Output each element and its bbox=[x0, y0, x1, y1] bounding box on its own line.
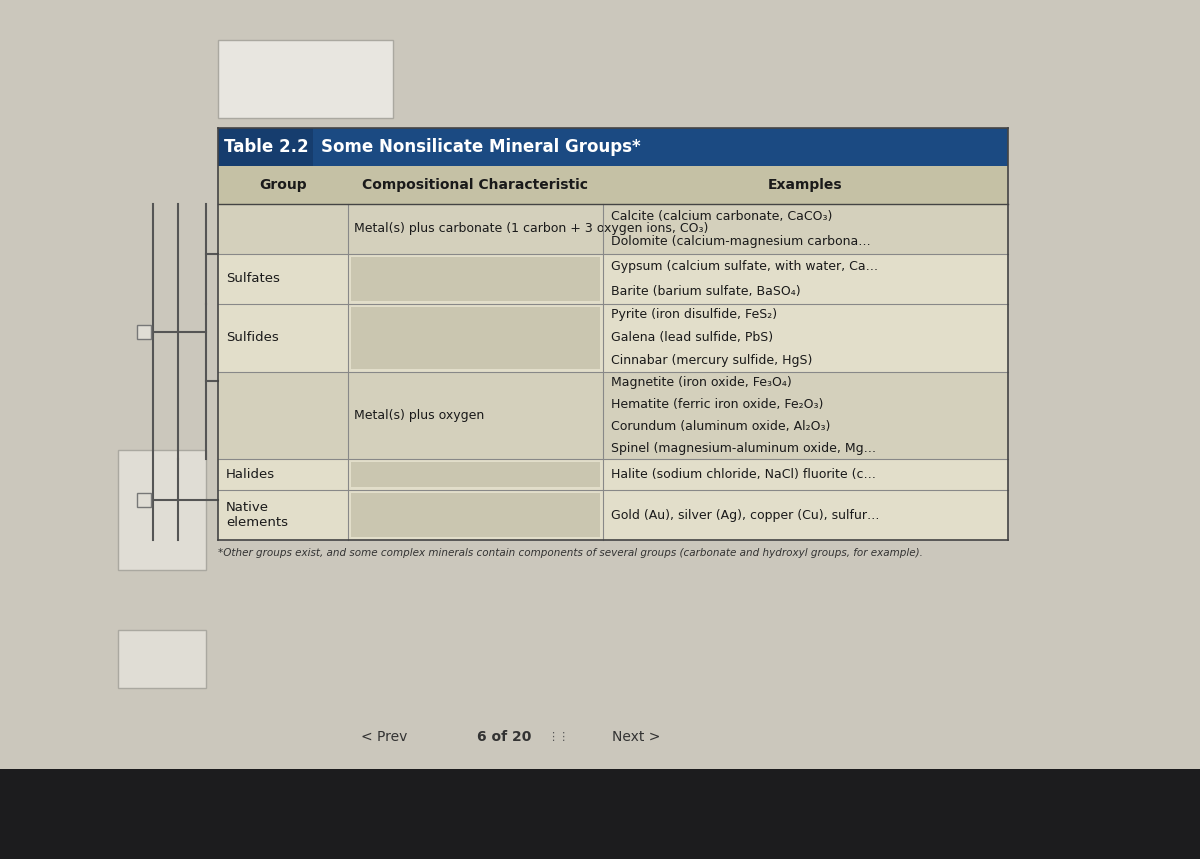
Bar bbox=[118, 630, 206, 688]
Text: ⋮⋮: ⋮⋮ bbox=[547, 732, 569, 742]
Bar bbox=[118, 450, 206, 570]
Text: < Prev: < Prev bbox=[361, 730, 407, 744]
Text: 6 of 20: 6 of 20 bbox=[476, 730, 532, 744]
Text: Metal(s) plus carbonate (1 carbon + 3 oxygen ions, CO₃): Metal(s) plus carbonate (1 carbon + 3 ox… bbox=[354, 222, 708, 235]
Text: Metal(s) plus oxygen: Metal(s) plus oxygen bbox=[354, 409, 485, 422]
Bar bbox=[352, 257, 600, 301]
Text: Magnetite (iron oxide, Fe₃O₄): Magnetite (iron oxide, Fe₃O₄) bbox=[611, 376, 792, 389]
Text: Halite (sodium chloride, NaCl) fluorite (c…: Halite (sodium chloride, NaCl) fluorite … bbox=[611, 468, 876, 481]
Text: Hematite (ferric iron oxide, Fe₂O₃): Hematite (ferric iron oxide, Fe₂O₃) bbox=[611, 399, 823, 411]
Bar bbox=[352, 462, 600, 487]
Text: Barite (barium sulfate, BaSO₄): Barite (barium sulfate, BaSO₄) bbox=[611, 284, 800, 297]
Bar bbox=[218, 253, 1008, 303]
Bar bbox=[0, 0, 1200, 769]
Text: Gold (Au), silver (Ag), copper (Cu), sulfur…: Gold (Au), silver (Ag), copper (Cu), sul… bbox=[611, 509, 880, 521]
Bar bbox=[137, 492, 151, 507]
Bar bbox=[137, 325, 151, 338]
Bar bbox=[218, 204, 1008, 253]
Text: Table 2.2: Table 2.2 bbox=[224, 138, 308, 156]
Bar bbox=[352, 307, 600, 369]
Bar bbox=[0, 769, 1200, 859]
Text: Group: Group bbox=[259, 178, 307, 192]
Text: Cinnabar (mercury sulfide, HgS): Cinnabar (mercury sulfide, HgS) bbox=[611, 354, 812, 367]
Text: Gypsum (calcium sulfate, with water, Ca…: Gypsum (calcium sulfate, with water, Ca… bbox=[611, 259, 878, 272]
Bar bbox=[218, 128, 313, 166]
Bar bbox=[218, 166, 1008, 204]
Text: Calcite (calcium carbonate, CaCO₃): Calcite (calcium carbonate, CaCO₃) bbox=[611, 210, 833, 223]
Text: Pyrite (iron disulfide, FeS₂): Pyrite (iron disulfide, FeS₂) bbox=[611, 308, 778, 321]
Text: Examples: Examples bbox=[768, 178, 842, 192]
Text: Next >: Next > bbox=[612, 730, 660, 744]
Bar bbox=[218, 372, 1008, 459]
Bar bbox=[218, 40, 394, 118]
Bar bbox=[218, 459, 1008, 490]
Text: Compositional Characteristic: Compositional Characteristic bbox=[362, 178, 588, 192]
Text: Some Nonsilicate Mineral Groups*: Some Nonsilicate Mineral Groups* bbox=[322, 138, 641, 156]
Bar bbox=[218, 128, 1008, 166]
Text: *Other groups exist, and some complex minerals contain components of several gro: *Other groups exist, and some complex mi… bbox=[218, 548, 923, 558]
Text: Galena (lead sulfide, PbS): Galena (lead sulfide, PbS) bbox=[611, 332, 773, 344]
Text: Halides: Halides bbox=[226, 468, 275, 481]
Text: Sulfides: Sulfides bbox=[226, 332, 278, 344]
Text: Native
elements: Native elements bbox=[226, 501, 288, 529]
Text: Dolomite (calcium-magnesium carbona…: Dolomite (calcium-magnesium carbona… bbox=[611, 235, 871, 248]
Bar bbox=[352, 493, 600, 537]
Text: Sulfates: Sulfates bbox=[226, 272, 280, 285]
Text: Spinel (magnesium-aluminum oxide, Mg…: Spinel (magnesium-aluminum oxide, Mg… bbox=[611, 442, 876, 454]
Bar bbox=[218, 303, 1008, 372]
Bar bbox=[218, 490, 1008, 540]
Text: Corundum (aluminum oxide, Al₂O₃): Corundum (aluminum oxide, Al₂O₃) bbox=[611, 420, 830, 433]
